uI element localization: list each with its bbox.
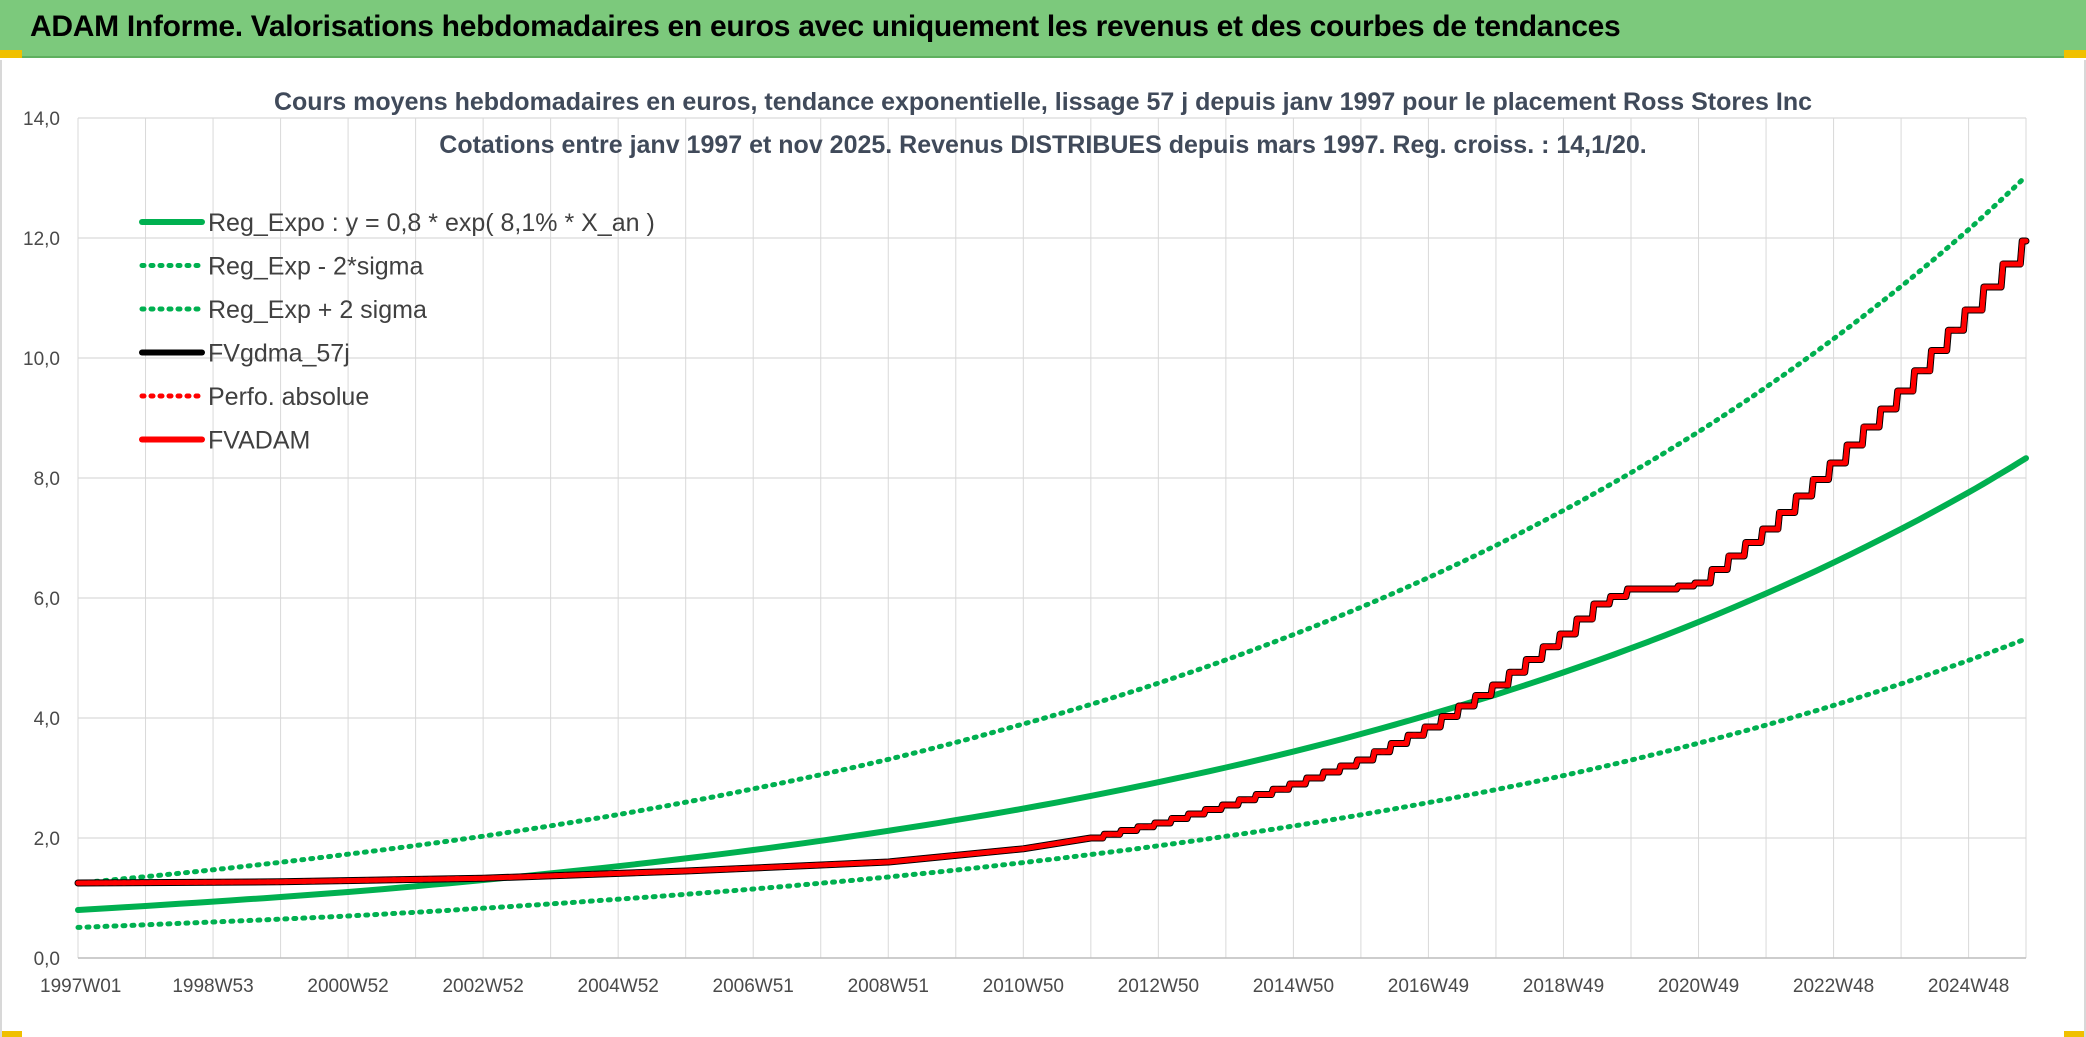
y-tick-label: 12,0: [23, 229, 60, 250]
corner-accent: [2064, 50, 2086, 58]
series-line-3: [74, 237, 2030, 887]
series-line-5: [75, 238, 2029, 886]
chart-title: Cours moyens hebdomadaires en euros, ten…: [273, 88, 1813, 116]
y-tick-label: 6,0: [34, 589, 60, 610]
x-tick-label: 2014W50: [1253, 976, 1334, 997]
legend-label: FVADAM: [208, 427, 310, 455]
y-tick-label: 14,0: [23, 109, 60, 130]
legend-label: Reg_Expo : y = 0,8 * exp( 8,1% * X_an ): [208, 209, 655, 237]
chart-subtitle: Cotations entre janv 1997 et nov 2025. R…: [439, 131, 1647, 159]
x-tick-label: 2024W48: [1928, 976, 2009, 997]
x-tick-label: 2012W50: [1118, 976, 1199, 997]
series-line-1: [75, 636, 2029, 930]
y-tick-label: 2,0: [34, 829, 60, 850]
header-bar: ADAM Informe. Valorisations hebdomadaire…: [0, 0, 2086, 58]
x-tick-label: 2020W49: [1658, 976, 1739, 997]
series-line-2: [75, 173, 2029, 886]
chart-legend: Reg_Expo : y = 0,8 * exp( 8,1% * X_an ) R…: [139, 209, 655, 455]
legend-label: Reg_Exp - 2*sigma: [208, 253, 423, 281]
x-tick-label: 2006W51: [713, 976, 794, 997]
legend-label: Perfo. absolue: [208, 383, 369, 411]
y-tick-label: 0,0: [34, 949, 60, 970]
y-tick-label: 4,0: [34, 709, 60, 730]
x-tick-label: 2018W49: [1523, 976, 1604, 997]
x-tick-label: 2004W52: [578, 976, 659, 997]
x-tick-label: 2008W51: [848, 976, 929, 997]
x-tick-label: 2002W52: [442, 976, 523, 997]
corner-accent: [2064, 1031, 2086, 1037]
x-tick-label: 1998W53: [172, 976, 253, 997]
page-title: ADAM Informe. Valorisations hebdomadaire…: [30, 10, 1621, 43]
corner-accent: [0, 1031, 22, 1037]
y-tick-label: 8,0: [34, 469, 60, 490]
x-tick-label: 1997W01: [40, 976, 121, 997]
chart-grid: [77, 117, 2027, 959]
series-line-0: [75, 455, 2029, 913]
x-tick-label: 2016W49: [1388, 976, 1469, 997]
series-line-4: [75, 238, 2029, 886]
legend-label: Reg_Exp + 2 sigma: [208, 296, 427, 324]
x-tick-label: 2000W52: [307, 976, 388, 997]
chart-series: [74, 173, 2030, 930]
x-tick-label: 2010W50: [983, 976, 1064, 997]
chart-area: [0, 60, 2086, 1037]
corner-accent: [0, 50, 22, 58]
y-tick-label: 10,0: [23, 349, 60, 370]
x-tick-label: 2022W48: [1793, 976, 1874, 997]
chart-axes: 0,0 2,0 4,0 6,0 8,0 10,0 12,0 14,0 1997W01 1998W5…: [23, 109, 2026, 997]
legend-label: FVgdma_57j: [208, 340, 350, 368]
